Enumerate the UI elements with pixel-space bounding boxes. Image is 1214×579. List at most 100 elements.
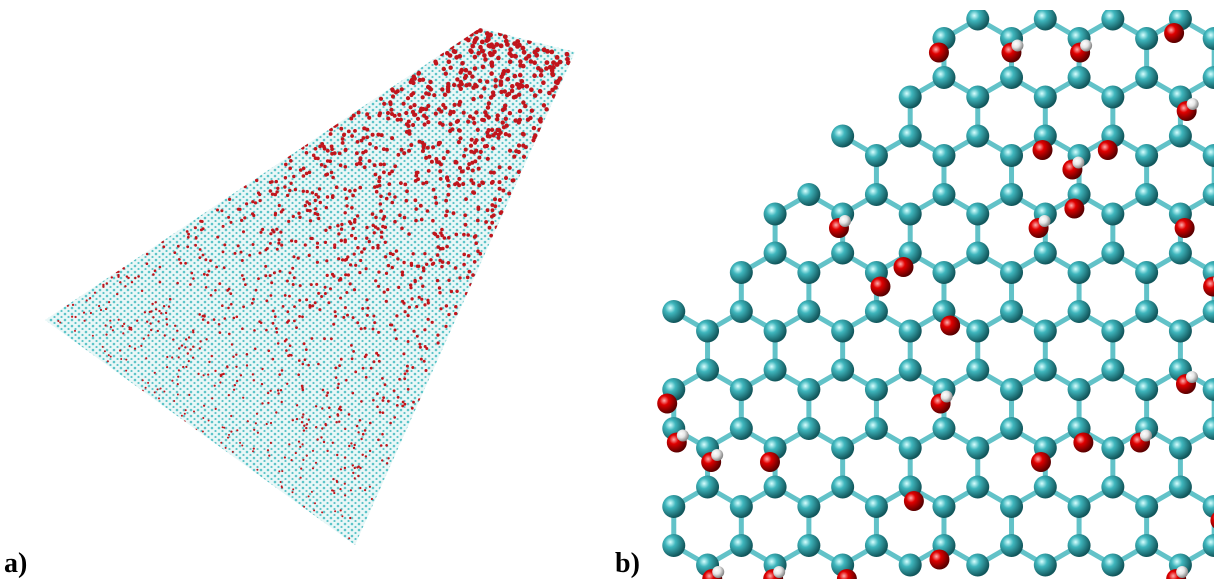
oxygen (513, 54, 518, 59)
oxygen (339, 127, 343, 131)
oxygen (298, 359, 301, 362)
oxygen (320, 436, 322, 438)
oxygen (242, 397, 244, 399)
oxygen (337, 386, 340, 389)
oxygen (165, 312, 167, 314)
oxygen (352, 392, 355, 395)
oxygen (410, 264, 413, 267)
oxygen (407, 340, 410, 343)
oxygen (348, 189, 352, 193)
oxygen (436, 279, 439, 282)
oxygen (246, 364, 248, 366)
oxygen (398, 378, 401, 381)
oxygen (305, 172, 309, 176)
oxygen (371, 498, 373, 500)
carbon (1000, 495, 1023, 518)
oxygen (177, 394, 179, 396)
carbon (1169, 125, 1192, 148)
oxygen (302, 190, 305, 193)
oxygen (350, 344, 353, 347)
oxygen (223, 243, 226, 246)
oxygen (338, 421, 340, 423)
oxygen (499, 79, 504, 84)
oxygen (381, 377, 384, 380)
oxygen (149, 311, 151, 313)
oxygen (300, 477, 302, 479)
oxygen (454, 266, 458, 270)
oxygen (147, 382, 149, 384)
oxygen (421, 95, 425, 99)
oxygen (385, 148, 389, 152)
oxygen (104, 350, 106, 352)
oxygen (295, 326, 298, 329)
oxygen (530, 109, 534, 113)
oxygen (188, 394, 190, 396)
oxygen (273, 271, 276, 274)
oxygen (539, 68, 544, 73)
oxygen (161, 240, 164, 243)
hydrogen (1072, 157, 1084, 169)
oxygen (350, 134, 354, 138)
oxygen (125, 359, 127, 361)
oxygen (453, 103, 457, 107)
oxygen (473, 55, 478, 60)
oxygen (511, 179, 515, 183)
hydrogen (1176, 566, 1188, 578)
oxygen (473, 159, 477, 163)
carbon (730, 495, 753, 518)
oxygen (106, 282, 108, 284)
oxygen (235, 366, 237, 368)
oxygen (377, 179, 381, 183)
oxygen (452, 110, 456, 114)
oxygen (310, 283, 313, 286)
oxygen (261, 228, 264, 231)
oxygen (469, 32, 474, 37)
oxygen (346, 255, 349, 258)
oxygen (360, 400, 363, 403)
oxygen (346, 314, 349, 317)
oxygen (186, 245, 189, 248)
oxygen (466, 233, 470, 237)
oxygen (397, 113, 401, 117)
oxygen (338, 364, 341, 367)
oxygen (375, 352, 378, 355)
oxygen (466, 276, 470, 280)
oxygen (426, 209, 430, 213)
oxygen (488, 53, 493, 58)
oxygen (314, 147, 318, 151)
oxygen (385, 272, 388, 275)
oxygen (481, 137, 485, 141)
oxygen (1064, 199, 1084, 219)
oxygen (473, 66, 478, 71)
oxygen (311, 191, 314, 194)
oxygen (166, 356, 168, 358)
oxygen (532, 126, 536, 130)
oxygen (302, 174, 306, 178)
carbon (865, 144, 888, 167)
carbon (899, 359, 922, 382)
oxygen (469, 50, 474, 55)
oxygen (379, 202, 383, 206)
oxygen (98, 305, 100, 307)
oxygen (334, 315, 337, 318)
hydrogen (711, 449, 723, 461)
oxygen (269, 242, 272, 245)
oxygen (431, 321, 434, 324)
oxygen (414, 280, 417, 283)
oxygen (377, 285, 380, 288)
oxygen (416, 335, 419, 338)
oxygen (416, 71, 420, 75)
oxygen (345, 197, 349, 201)
oxygen (382, 396, 385, 399)
oxygen (214, 289, 217, 292)
oxygen (493, 78, 498, 83)
oxygen (299, 446, 301, 448)
oxygen (558, 76, 563, 81)
oxygen (395, 314, 398, 317)
oxygen (426, 146, 430, 150)
oxygen (267, 402, 269, 404)
oxygen (352, 350, 355, 353)
oxygen (439, 109, 443, 113)
oxygen (1175, 218, 1195, 238)
oxygen (102, 346, 104, 348)
